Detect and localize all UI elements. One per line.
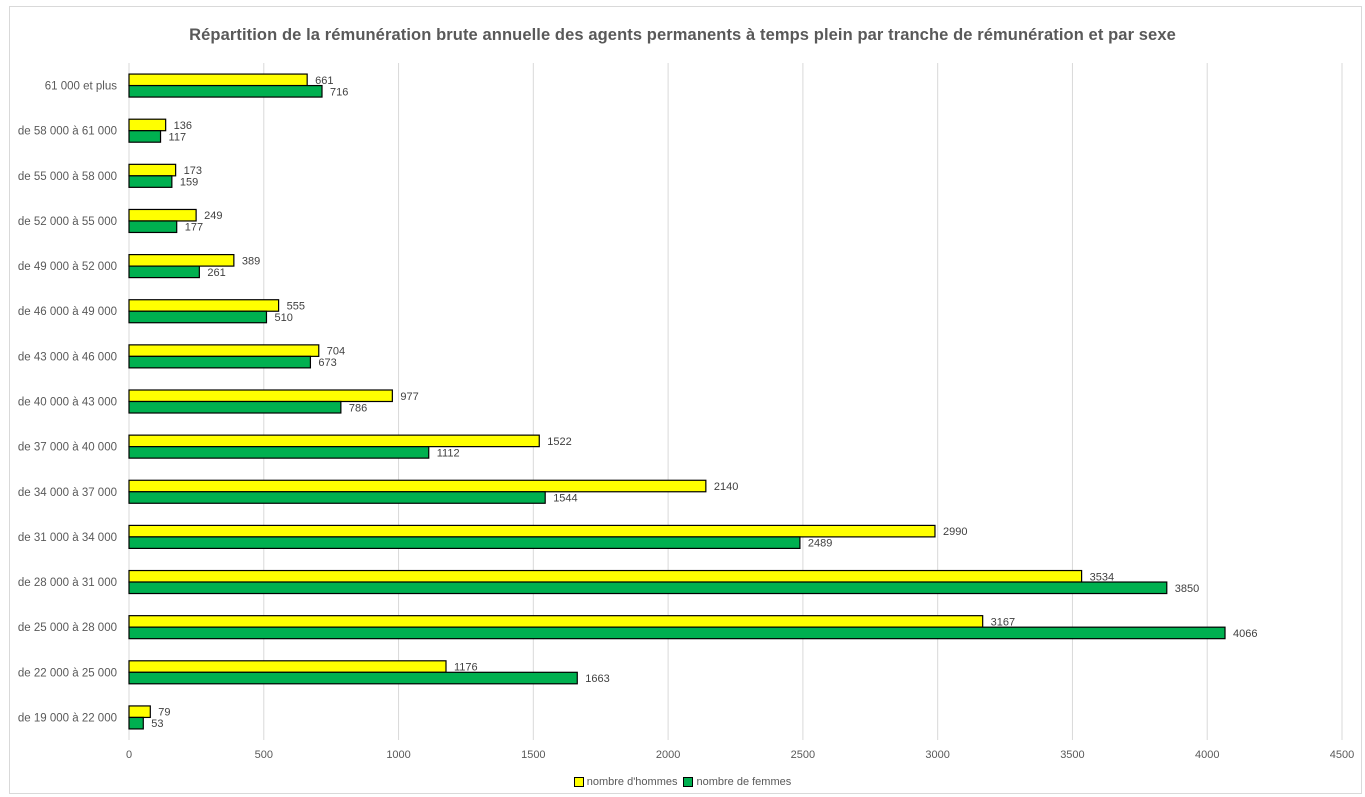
data-label: 2140 (714, 481, 738, 493)
bar-femmes (128, 671, 578, 685)
data-label: 117 (169, 131, 187, 143)
data-label: 136 (174, 120, 192, 132)
bar-hommes (128, 524, 936, 538)
bar-hommes (128, 118, 167, 132)
data-label: 177 (185, 222, 203, 234)
data-label: 3167 (991, 616, 1015, 628)
data-label: 261 (207, 267, 225, 279)
category-label: de 31 000 à 34 000 (18, 532, 117, 544)
data-label: 389 (242, 255, 260, 267)
bar-hommes (128, 73, 308, 87)
bar-hommes (128, 434, 540, 448)
data-label: 786 (349, 402, 367, 414)
bar-hommes (128, 389, 393, 403)
data-label: 2990 (943, 526, 967, 538)
x-tick-label: 1500 (521, 749, 545, 761)
data-label: 1522 (547, 436, 571, 448)
bar-hommes (128, 254, 235, 267)
data-label: 249 (204, 210, 222, 222)
category-label: de 52 000 à 55 000 (18, 216, 117, 228)
legend-item: nombre de femmes (683, 776, 791, 788)
bar-femmes (128, 130, 162, 143)
category-label: de 49 000 à 52 000 (18, 261, 117, 273)
x-tick-label: 2000 (656, 749, 680, 761)
x-tick-label: 4500 (1330, 749, 1354, 761)
bar-femmes (128, 626, 1226, 640)
data-label: 716 (330, 86, 348, 98)
data-label: 977 (400, 391, 418, 403)
bar-femmes (128, 446, 430, 459)
bar-femmes (128, 716, 144, 730)
bar-hommes (128, 705, 151, 719)
data-label: 673 (318, 357, 336, 369)
bar-hommes (128, 660, 447, 673)
x-tick-label: 2500 (791, 749, 815, 761)
bar-femmes (128, 581, 1168, 595)
data-label: 661 (315, 75, 333, 87)
bar-femmes (128, 265, 200, 279)
data-label: 173 (184, 165, 202, 177)
bar-femmes (128, 355, 312, 369)
data-label: 1176 (454, 662, 478, 674)
bar-hommes (128, 569, 1083, 583)
data-label: 510 (274, 312, 292, 324)
bar-hommes (128, 163, 177, 177)
data-label: 1663 (585, 673, 609, 685)
x-tick-label: 3000 (925, 749, 949, 761)
category-label: de 22 000 à 25 000 (18, 667, 117, 679)
chart-title: Répartition de la rémunération brute ann… (189, 26, 1176, 44)
category-label: de 46 000 à 49 000 (18, 306, 117, 318)
category-label: 61 000 et plus (45, 81, 118, 93)
bar-femmes (128, 536, 801, 550)
category-label: de 28 000 à 31 000 (18, 577, 117, 589)
legend-swatch (683, 777, 694, 787)
bar-hommes (128, 344, 320, 357)
x-tick-label: 0 (126, 749, 132, 761)
data-label: 3534 (1090, 571, 1114, 583)
category-label: de 40 000 à 43 000 (18, 397, 117, 409)
bar-hommes (128, 615, 984, 628)
data-label: 1112 (437, 447, 460, 459)
legend: nombre d'hommes nombre de femmes (0, 776, 1365, 790)
data-label: 3850 (1175, 583, 1199, 595)
bar-femmes (128, 220, 178, 234)
data-label: 555 (287, 300, 305, 312)
bar-femmes (128, 310, 268, 324)
x-tick-label: 500 (255, 749, 273, 761)
category-label: de 19 000 à 22 000 (18, 712, 117, 724)
bar-femmes (128, 491, 546, 504)
data-label: 4066 (1233, 628, 1257, 640)
data-label: 159 (180, 177, 198, 189)
category-label: de 25 000 à 28 000 (18, 622, 117, 634)
category-label: de 37 000 à 40 000 (18, 442, 117, 454)
bar-femmes (128, 84, 323, 98)
data-label: 2489 (808, 538, 832, 550)
category-label: de 43 000 à 46 000 (18, 351, 117, 363)
data-label: 1544 (553, 493, 577, 505)
x-tick-label: 3500 (1060, 749, 1084, 761)
category-label: de 34 000 à 37 000 (18, 487, 117, 499)
bar-hommes (128, 299, 280, 312)
data-label: 53 (151, 718, 163, 730)
bar-hommes (128, 479, 707, 493)
legend-label: nombre de femmes (696, 776, 792, 788)
data-label: 704 (327, 346, 345, 358)
legend-item: nombre d'hommes (573, 776, 678, 788)
category-label: de 55 000 à 58 000 (18, 171, 117, 183)
legend-label: nombre d'hommes (586, 776, 678, 788)
bar-hommes (128, 208, 197, 222)
x-tick-label: 1000 (386, 749, 410, 761)
category-label: de 58 000 à 61 000 (18, 126, 117, 138)
bar-femmes (128, 400, 342, 414)
bar-femmes (128, 175, 173, 188)
data-label: 79 (158, 707, 170, 719)
x-tick-label: 4000 (1195, 749, 1219, 761)
legend-swatch (573, 777, 584, 787)
